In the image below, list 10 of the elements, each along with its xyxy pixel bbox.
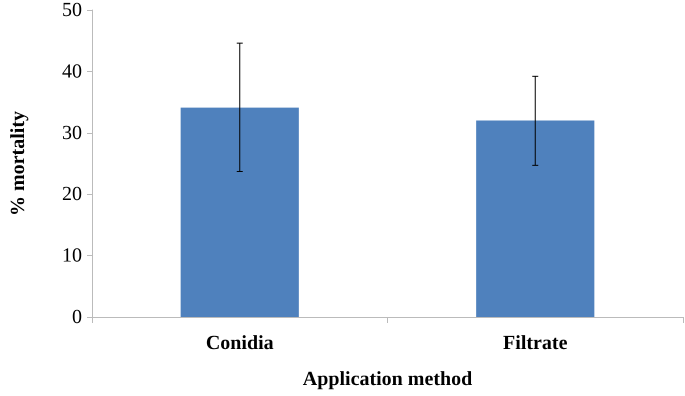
y-axis-title: % mortality — [7, 111, 29, 216]
y-tick-label: 20 — [62, 183, 82, 206]
y-tick-label: 30 — [62, 122, 82, 144]
x-tick-label: Filtrate — [503, 332, 568, 354]
x-tick-label: Conidia — [206, 332, 274, 354]
y-tick-label: 10 — [62, 244, 82, 267]
y-tick-label: 40 — [62, 60, 82, 82]
y-tick-label: 50 — [62, 0, 82, 21]
x-axis-title: Application method — [302, 368, 472, 390]
y-tick-label: 0 — [72, 306, 82, 328]
